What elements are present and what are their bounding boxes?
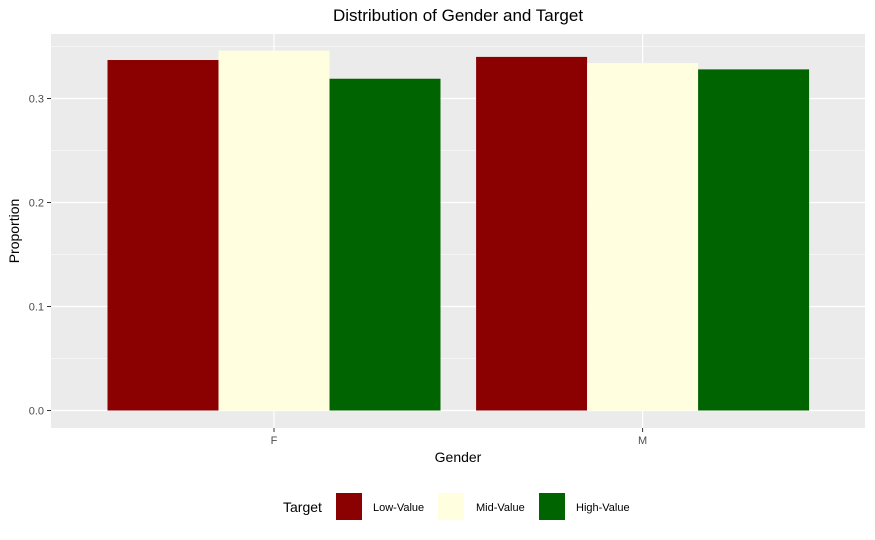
legend: Target Low-Value Mid-Value High-Value	[283, 493, 630, 520]
x-axis-title: Gender	[435, 449, 482, 465]
chart-title: Distribution of Gender and Target	[333, 6, 583, 25]
y-tick-label: 0.2	[29, 198, 44, 210]
y-axis-title: Proportion	[6, 199, 22, 264]
y-tick-label: 0.3	[29, 94, 44, 106]
y-tick-label: 0.0	[29, 406, 44, 418]
legend-label-mid-value: Mid-Value	[476, 502, 525, 514]
bars	[107, 50, 810, 411]
bar-m-low-value	[476, 56, 588, 411]
legend-key-mid-value	[438, 493, 464, 520]
y-tick-label: 0.1	[29, 302, 44, 314]
x-tick-label: F	[271, 435, 278, 447]
legend-label-low-value: Low-Value	[373, 502, 424, 514]
legend-label-high-value: High-Value	[576, 502, 630, 514]
bar-m-mid-value	[587, 63, 699, 411]
x-tick-label: M	[638, 435, 647, 447]
bar-f-low-value	[107, 60, 219, 411]
y-axis-ticks: 0.0 0.1 0.2 0.3	[29, 94, 51, 418]
legend-key-high-value	[539, 493, 565, 520]
bar-m-high-value	[698, 69, 810, 411]
legend-title: Target	[283, 499, 322, 515]
bar-f-high-value	[329, 78, 441, 411]
bar-f-mid-value	[218, 50, 330, 411]
legend-key-low-value	[336, 493, 362, 520]
